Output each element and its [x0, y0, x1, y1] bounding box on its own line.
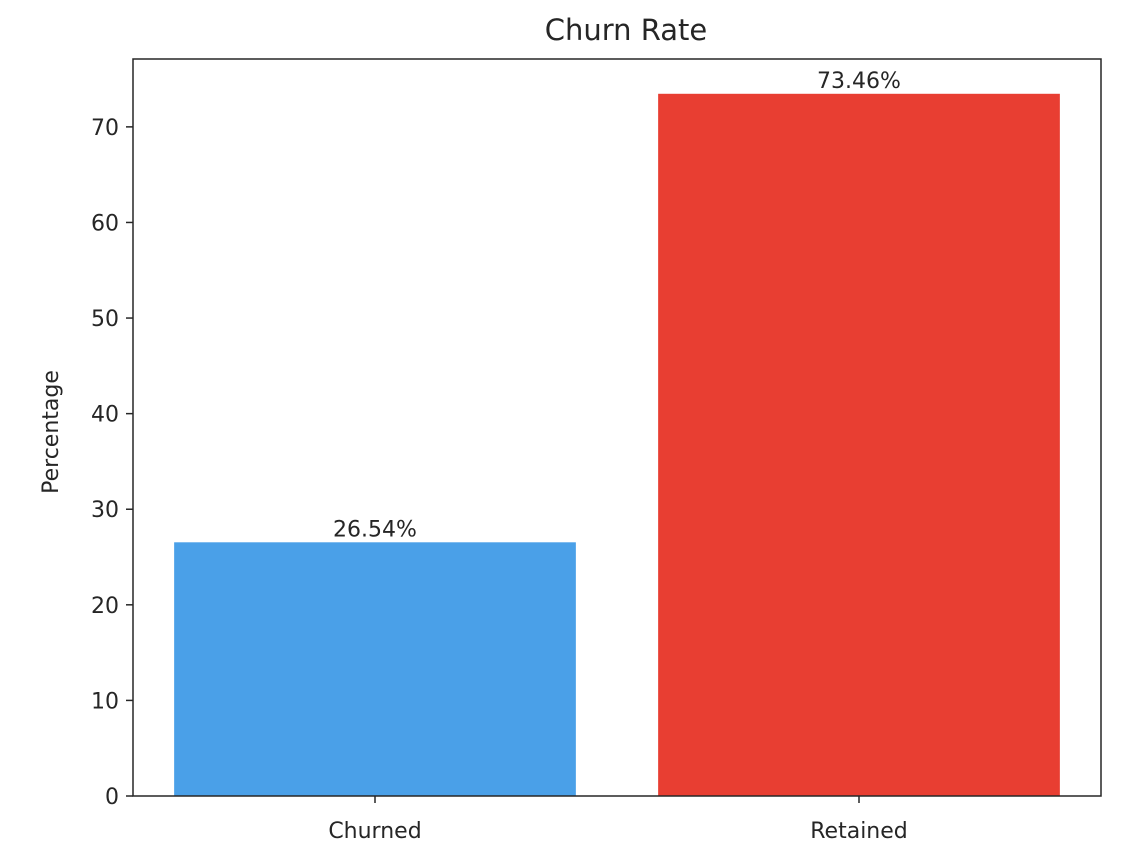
- y-tick-label: 10: [91, 689, 119, 714]
- axes-frame: [132, 58, 1102, 797]
- y-tick-label: 70: [91, 116, 119, 141]
- y-axis-title: Percentage: [39, 370, 64, 494]
- data-label-retained: 73.46%: [817, 69, 901, 94]
- y-tick-label: 40: [91, 403, 119, 428]
- bar-churned: [174, 542, 576, 796]
- y-tick-label: 0: [105, 785, 119, 810]
- x-tick-label: Churned: [328, 819, 421, 844]
- y-tick-label: 50: [91, 307, 119, 332]
- y-tick-label: 30: [91, 498, 119, 523]
- y-tick-label: 20: [91, 594, 119, 619]
- plot-area: 26.54% Churned 73.46% Retained 0 10 20 30 40 50 60…: [91, 58, 1102, 844]
- y-tick-label: 60: [91, 211, 119, 236]
- bar-retained: [658, 93, 1060, 797]
- x-tick-label: Retained: [810, 819, 908, 844]
- data-label-churned: 26.54%: [333, 517, 417, 542]
- chart-title: Churn Rate: [545, 13, 708, 47]
